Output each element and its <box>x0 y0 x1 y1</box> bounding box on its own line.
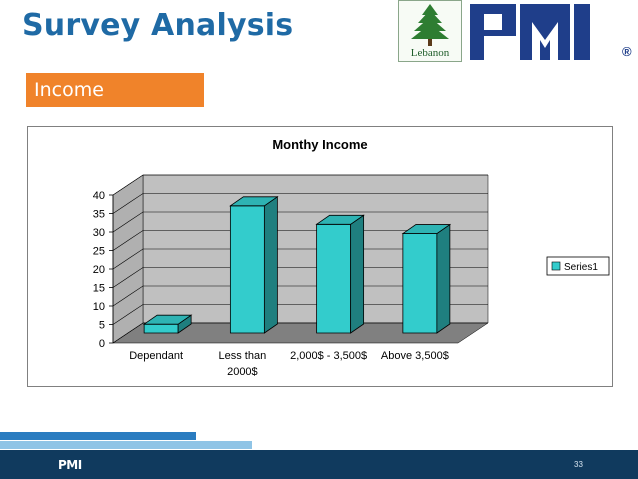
footer-stripe-light <box>0 441 252 449</box>
gridline <box>112 304 488 325</box>
bar-chart: Monthy Income 0 5 10 15 20 25 30 35 40 Dependant Le… <box>93 137 610 378</box>
bar <box>229 205 265 334</box>
y-tick-label: 25 <box>93 246 105 258</box>
y-tick-label: 20 <box>93 264 105 276</box>
page-number: 33 <box>574 460 583 469</box>
bar-top <box>229 196 279 207</box>
x-tick-label: Above 3,500$ <box>381 350 449 362</box>
y-tick-label: 30 <box>93 227 105 239</box>
y-tick-label: 0 <box>99 338 105 350</box>
slide-title: Survey Analysis <box>22 8 294 43</box>
legend-label: Series1 <box>564 262 598 273</box>
x-tick-label: Less than <box>219 350 267 362</box>
pmi-logo <box>470 4 590 60</box>
y-tick-label: 5 <box>99 320 105 332</box>
gridline <box>112 322 488 344</box>
legend-box <box>546 256 610 276</box>
gridline <box>112 211 488 233</box>
bar-top <box>401 224 452 234</box>
bar-side <box>263 196 278 334</box>
footer-bar <box>0 450 638 479</box>
chart-title: Monthy Income <box>272 137 367 152</box>
footer-logo: PMI <box>58 458 82 472</box>
y-tick-label: 35 <box>93 209 105 221</box>
gridline <box>112 174 488 196</box>
bar <box>143 323 179 334</box>
cedar-tree-icon <box>411 4 449 46</box>
gridline <box>112 285 488 307</box>
y-tick-label: 15 <box>93 283 105 295</box>
gridline <box>112 248 488 270</box>
bar-side <box>350 214 365 334</box>
bar <box>402 233 438 334</box>
registered-mark: ® <box>622 44 632 59</box>
chart-frame: Monthy Income 0 5 10 15 20 25 30 35 40 Dependant Le… <box>27 126 613 387</box>
section-tag: Income <box>26 73 204 107</box>
cedar-logo: Lebanon <box>398 0 462 62</box>
bar <box>316 223 352 334</box>
x-tick-label: Dependant <box>129 350 183 362</box>
bar-top <box>142 314 193 325</box>
bar-side <box>436 223 451 334</box>
logo-caption: Lebanon <box>410 47 450 59</box>
bar-top <box>315 214 365 225</box>
gridline <box>112 193 488 214</box>
x-tick-label: 2,000$ - 3,500$ <box>290 350 367 362</box>
legend-swatch <box>551 261 561 271</box>
gridline <box>112 267 488 288</box>
gridline <box>112 230 488 251</box>
x-tick-label: 2000$ <box>227 366 258 378</box>
y-tick-label: 40 <box>93 190 105 202</box>
y-tick-label: 10 <box>93 301 105 313</box>
footer-stripe <box>0 432 196 440</box>
